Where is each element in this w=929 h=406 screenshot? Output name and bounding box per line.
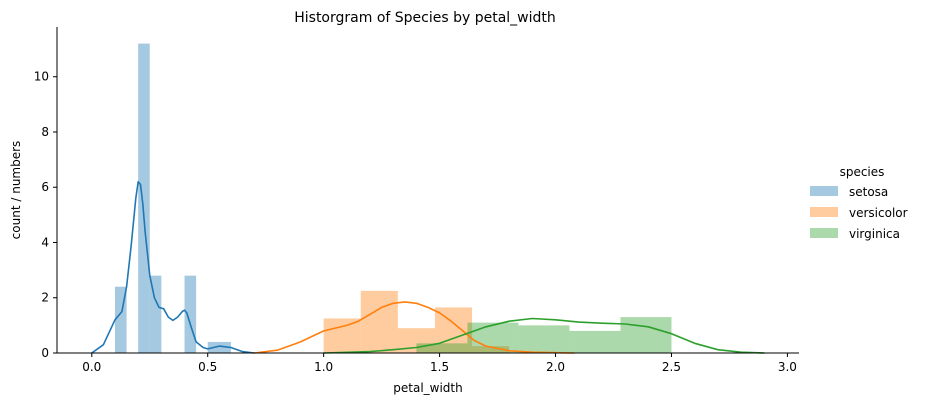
- chart-title: Historgram of Species by petal_width: [294, 10, 556, 26]
- y-axis: 0 2 4 6 8 10: [34, 27, 58, 360]
- legend-label-setosa: setosa: [849, 185, 888, 199]
- legend-title: species: [840, 165, 885, 179]
- legend-swatch-versicolor: [810, 207, 838, 217]
- bar-virginica-0: [416, 343, 468, 353]
- x-tick-label: 2.0: [546, 360, 565, 374]
- bar-setosa-3: [149, 275, 162, 353]
- y-tick-label: 8: [41, 125, 49, 139]
- x-axis-label: petal_width: [393, 381, 462, 395]
- bar-setosa-8: [207, 341, 231, 353]
- y-tick-label: 10: [34, 70, 49, 84]
- legend-label-virginica: virginica: [849, 227, 900, 241]
- x-tick-label: 0.5: [198, 360, 217, 374]
- x-tick-label: 1.5: [430, 360, 449, 374]
- y-axis-label: count / numbers: [9, 141, 23, 240]
- bar-virginica-3: [569, 330, 621, 353]
- bar-virginica-1: [467, 322, 519, 353]
- bar-setosa-0: [114, 286, 127, 353]
- kde-line-setosa: [91, 180, 255, 354]
- x-axis: 0.0 0.5 1.0 1.5 2.0 2.5 3.0: [57, 352, 799, 374]
- kde-line-virginica: [322, 317, 766, 354]
- bar-versicolor-0: [323, 318, 361, 353]
- y-tick-label: 2: [41, 291, 49, 305]
- legend: species setosa versicolor virginica: [810, 165, 908, 241]
- bar-versicolor-3: [434, 307, 473, 353]
- y-tick-label: 6: [41, 180, 49, 194]
- bar-setosa-2: [138, 43, 150, 354]
- bar-versicolor-1: [360, 290, 398, 353]
- bar-virginica-2: [518, 325, 570, 353]
- kde-line-versicolor: [253, 301, 575, 354]
- legend-swatch-setosa: [810, 186, 838, 196]
- x-tick-label: 1.0: [314, 360, 333, 374]
- y-tick-label: 4: [41, 235, 49, 249]
- plot-area: [91, 43, 766, 354]
- x-tick-label: 2.5: [662, 360, 681, 374]
- x-tick-label: 3.0: [778, 360, 797, 374]
- x-tick-label: 0.0: [82, 360, 101, 374]
- legend-label-versicolor: versicolor: [849, 206, 908, 220]
- bar-virginica-4: [620, 317, 672, 353]
- bar-setosa-6: [184, 275, 197, 353]
- bar-versicolor-4: [472, 346, 510, 353]
- legend-swatch-virginica: [810, 228, 838, 238]
- y-tick-label: 0: [41, 346, 49, 360]
